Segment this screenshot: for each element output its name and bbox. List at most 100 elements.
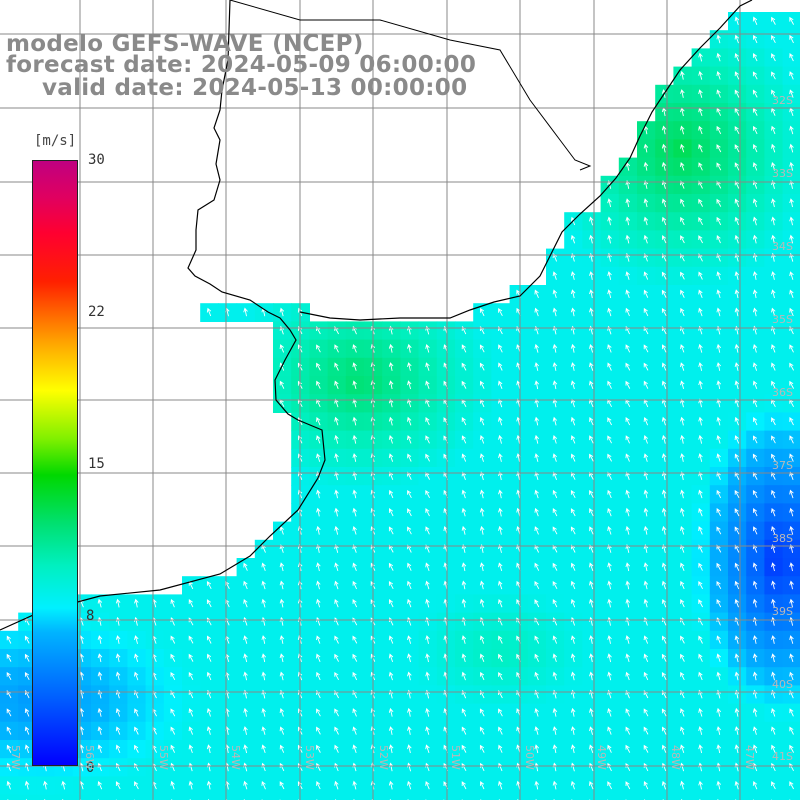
field-cell — [782, 485, 800, 504]
field-cell — [600, 794, 620, 800]
wind-arrow — [534, 398, 540, 408]
wind-arrow — [661, 143, 667, 153]
field-cell — [782, 321, 800, 341]
wind-arrow — [243, 671, 248, 681]
wind-arrow — [589, 234, 594, 244]
wind-arrow — [734, 380, 740, 390]
wind-arrow — [771, 507, 776, 517]
wind-arrow — [188, 744, 194, 754]
wind-arrow — [734, 234, 740, 244]
wind-arrow — [680, 635, 685, 644]
wind-arrow — [771, 362, 776, 371]
field-cell — [782, 594, 800, 614]
field-cell — [782, 157, 800, 177]
wind-arrow — [552, 508, 558, 517]
wind-arrow — [316, 507, 321, 517]
wind-arrow — [97, 598, 103, 608]
wind-arrow — [661, 198, 667, 208]
wind-arrow — [680, 708, 685, 717]
field-cell — [782, 685, 800, 705]
wind-arrow — [570, 234, 576, 244]
wind-arrow — [698, 671, 703, 681]
wind-arrow — [698, 434, 703, 444]
wind-arrow — [643, 143, 649, 153]
wind-arrow — [752, 598, 758, 608]
wind-arrow — [607, 289, 612, 299]
wind-arrow — [789, 671, 794, 681]
wind-arrow — [334, 635, 339, 644]
wind-arrow — [698, 198, 703, 207]
wind-arrow — [643, 726, 649, 735]
wind-arrow — [789, 143, 794, 153]
field-cell — [728, 794, 747, 800]
wind-arrow — [97, 707, 103, 717]
wind-arrow — [498, 453, 503, 462]
wind-arrow — [352, 526, 357, 535]
wind-arrow — [789, 653, 794, 663]
wind-arrow — [243, 707, 248, 717]
field-cell — [655, 794, 674, 800]
field-cell — [782, 503, 800, 523]
wind-arrow — [643, 708, 649, 717]
field-cell — [782, 740, 800, 759]
wind-arrow — [570, 526, 576, 535]
wind-arrow — [479, 362, 485, 371]
wind-arrow — [661, 489, 667, 499]
field-cell — [782, 558, 800, 577]
wind-arrow — [134, 653, 139, 663]
wind-arrow — [661, 635, 667, 644]
wind-arrow — [6, 780, 12, 790]
wind-arrow — [734, 526, 740, 535]
wind-arrow — [643, 416, 649, 426]
wind-arrow — [498, 507, 503, 517]
wind-arrow — [771, 744, 776, 753]
wind-arrow — [643, 307, 649, 317]
wind-arrow — [97, 744, 103, 754]
wind-arrow — [479, 744, 485, 753]
wind-arrow — [716, 653, 721, 663]
wind-arrow — [625, 198, 631, 208]
wind-arrow — [279, 653, 285, 663]
wind-arrow — [625, 744, 631, 753]
wind-arrow — [425, 453, 430, 462]
wind-arrow — [625, 417, 631, 426]
wind-arrow — [243, 653, 248, 663]
wind-arrow — [752, 362, 758, 371]
field-cell — [782, 721, 800, 741]
wind-arrow — [407, 726, 412, 735]
wind-arrow — [479, 416, 485, 426]
wind-arrow — [461, 562, 467, 572]
field-cell — [418, 794, 438, 800]
wind-arrow — [388, 599, 394, 608]
title-forecast-date: forecast date: 2024-05-09 06:00:00 — [6, 52, 477, 78]
wind-arrow — [789, 453, 794, 462]
wind-arrow — [789, 271, 794, 280]
field-cell — [673, 794, 693, 800]
wind-arrow — [498, 744, 503, 753]
wind-arrow — [570, 435, 576, 444]
wind-arrow — [552, 289, 558, 299]
wind-arrow — [479, 435, 485, 444]
wind-arrow — [24, 635, 30, 644]
wind-arrow — [734, 71, 740, 80]
wind-arrow — [316, 653, 321, 662]
wind-arrow — [716, 125, 722, 135]
wind-arrow — [279, 380, 285, 389]
wind-arrow — [279, 708, 285, 717]
field-cell — [782, 12, 800, 31]
wind-arrow — [279, 526, 285, 535]
wind-arrow — [661, 289, 667, 298]
wind-arrow — [316, 708, 321, 717]
wind-arrow — [752, 744, 758, 754]
wind-arrow — [698, 653, 703, 662]
wind-arrow — [115, 744, 121, 753]
field-cell — [127, 794, 147, 800]
field-cell — [637, 794, 656, 800]
wind-arrow — [261, 726, 266, 735]
wind-arrow — [643, 234, 649, 244]
wind-arrow — [461, 653, 467, 663]
wind-arrow — [789, 161, 794, 171]
wind-arrow — [716, 216, 722, 226]
wind-arrow — [661, 216, 667, 226]
wind-arrow — [352, 671, 358, 681]
